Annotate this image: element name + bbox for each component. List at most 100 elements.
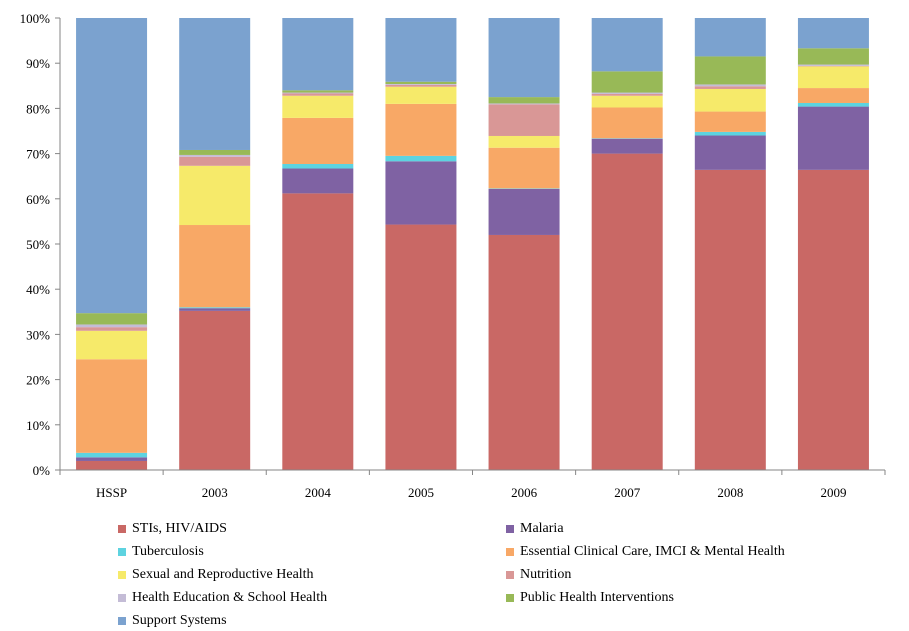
bar-segment xyxy=(385,104,456,156)
x-tick-label: 2006 xyxy=(511,485,538,500)
x-tick-label: 2005 xyxy=(408,485,434,500)
bar-segment xyxy=(282,90,353,92)
bar-segment xyxy=(282,118,353,164)
bar-segment xyxy=(282,164,353,169)
y-tick-label: 70% xyxy=(26,147,50,162)
legend-label: Health Education & School Health xyxy=(132,590,327,606)
y-tick-label: 100% xyxy=(20,11,51,26)
bar-segment xyxy=(695,132,766,136)
bar-segment xyxy=(592,94,663,96)
bar-segment xyxy=(798,18,869,48)
bar-segment xyxy=(76,359,147,453)
legend-item: Public Health Interventions xyxy=(506,588,674,608)
y-tick-label: 0% xyxy=(33,463,51,478)
bar-segment xyxy=(592,139,663,154)
legend-label: STIs, HIV/AIDS xyxy=(132,521,227,537)
bar-segment xyxy=(489,148,560,189)
y-tick-label: 20% xyxy=(26,373,50,388)
bar-segment xyxy=(695,136,766,170)
legend-item: Support Systems xyxy=(118,611,227,631)
legend-swatch xyxy=(118,525,126,533)
x-tick-label: 2004 xyxy=(305,485,332,500)
bar-segment xyxy=(489,189,560,235)
bar-segment xyxy=(385,161,456,224)
bar-segment xyxy=(385,84,456,85)
bar-segment xyxy=(179,157,250,166)
bar-segment xyxy=(489,103,560,104)
x-tick-label: HSSP xyxy=(96,485,127,500)
bar-segment xyxy=(489,235,560,470)
bar-segment xyxy=(798,103,869,107)
y-tick-label: 60% xyxy=(26,192,50,207)
y-tick-label: 80% xyxy=(26,101,50,116)
bar-segment xyxy=(695,18,766,56)
bar-segment xyxy=(179,311,250,470)
bar-segment xyxy=(76,453,147,458)
legend-swatch xyxy=(118,617,126,625)
bar-segment xyxy=(592,108,663,139)
legend-label: Malaria xyxy=(520,521,564,537)
stacked-bar-chart: 0% 10% 20% 30% 40% 50% 60% 70% 80% 90% 100% HSSP 200… xyxy=(0,0,909,510)
bar-segment xyxy=(385,156,456,161)
y-tick-label: 30% xyxy=(26,327,50,342)
bar-segment xyxy=(282,169,353,194)
legend-label: Tuberculosis xyxy=(132,544,204,560)
bar-segment xyxy=(592,96,663,108)
y-tick-label: 50% xyxy=(26,237,50,252)
bar-segment xyxy=(798,88,869,103)
bar-segment xyxy=(179,155,250,157)
legend-label: Support Systems xyxy=(132,613,227,629)
bar-segment xyxy=(76,461,147,470)
bar-segment xyxy=(179,166,250,225)
bar-segment xyxy=(385,82,456,84)
legend-label: Essential Clinical Care, IMCI & Mental H… xyxy=(520,544,785,560)
bar-segment xyxy=(798,65,869,66)
bar-segment xyxy=(179,307,250,308)
legend-swatch xyxy=(506,571,514,579)
bar-segment xyxy=(695,170,766,470)
bar-segment xyxy=(282,93,353,94)
bar-segment xyxy=(798,107,869,170)
bar-segment xyxy=(282,96,353,118)
bar-segment xyxy=(695,89,766,112)
bar-segment xyxy=(282,193,353,470)
legend-item: Sexual and Reproductive Health xyxy=(118,565,314,585)
bar-segment xyxy=(592,154,663,470)
bar-segment xyxy=(282,93,353,95)
legend-swatch xyxy=(118,594,126,602)
x-tick-label: 2003 xyxy=(202,485,228,500)
legend-item: Malaria xyxy=(506,519,564,539)
bars-layer xyxy=(76,18,869,470)
y-tick-label: 90% xyxy=(26,56,50,71)
legend-label: Public Health Interventions xyxy=(520,590,674,606)
legend-item: Essential Clinical Care, IMCI & Mental H… xyxy=(506,542,785,562)
bar-segment xyxy=(695,84,766,86)
y-tick-label: 10% xyxy=(26,418,50,433)
bar-segment xyxy=(76,457,147,461)
bar-segment xyxy=(385,225,456,470)
legend-label: Nutrition xyxy=(520,567,571,583)
bar-segment xyxy=(695,86,766,89)
bar-segment xyxy=(489,97,560,103)
legend-item: STIs, HIV/AIDS xyxy=(118,519,227,539)
bar-segment xyxy=(798,66,869,88)
bar-segment xyxy=(76,313,147,324)
bar-segment xyxy=(76,18,147,313)
bar-segment xyxy=(695,112,766,132)
legend-item: Health Education & School Health xyxy=(118,588,327,608)
bar-segment xyxy=(76,331,147,359)
bar-segment xyxy=(489,136,560,148)
bar-segment xyxy=(385,18,456,82)
legend-item: Tuberculosis xyxy=(118,542,204,562)
legend-swatch xyxy=(506,594,514,602)
legend-swatch xyxy=(118,571,126,579)
legend-swatch xyxy=(506,525,514,533)
bar-segment xyxy=(385,85,456,87)
y-tick-label: 40% xyxy=(26,282,50,297)
bar-segment xyxy=(695,56,766,84)
bar-segment xyxy=(592,71,663,92)
legend-item: Nutrition xyxy=(506,565,571,585)
bar-segment xyxy=(592,93,663,94)
bar-segment xyxy=(489,18,560,97)
